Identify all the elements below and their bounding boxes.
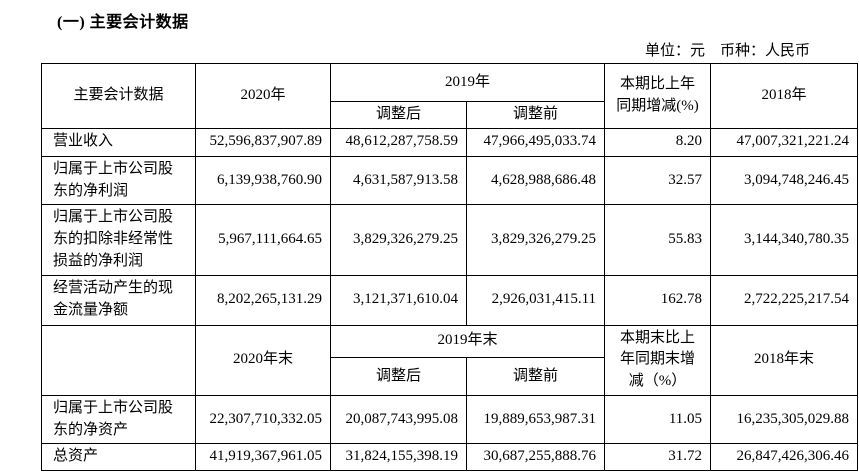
header-2018-end: 2018年末 <box>710 324 859 396</box>
value-2019-adjusted-after: 48,612,287,758.59 <box>330 127 467 157</box>
row-label: 总资产 <box>41 443 196 471</box>
value-change-percent: 11.05 <box>604 394 712 445</box>
table-row-revenue: 营业收入 52,596,837,907.89 48,612,287,758.59… <box>41 127 859 157</box>
value-2018: 47,007,321,221.24 <box>710 127 859 157</box>
value-2018: 3,144,340,780.35 <box>710 204 859 276</box>
header-row-period-end: 2020年末 2019年末 本期末比上 年同期末增 减（%） 2018年末 <box>41 324 859 396</box>
header-2020: 2020年 <box>195 63 331 129</box>
header-2018: 2018年 <box>710 63 859 129</box>
table-row-net-profit: 归属于上市公司股东的净利润 6,139,938,760.90 4,631,587… <box>41 155 859 206</box>
row-label: 营业收入 <box>41 127 196 157</box>
header-change-period-end: 本期末比上 年同期末增 减（%） <box>604 324 712 396</box>
report-page: (一) 主要会计数据 单位：元 币种：人民币 主要会计数据 2020年 2019… <box>0 8 859 475</box>
value-2020: 6,139,938,760.90 <box>195 155 331 206</box>
value-2019-adjusted-after: 4,631,587,913.58 <box>330 155 467 206</box>
section-title: (一) 主要会计数据 <box>57 14 189 31</box>
header-row-period-end-sub: 调整后 调整前 <box>42 357 858 396</box>
value-2019-adjusted-after: 31,824,155,398.19 <box>330 443 467 471</box>
table-row-deducted-net-profit: 归属于上市公司股东的扣除非经常性损益的净利润 5,967,111,664.65 … <box>41 204 859 276</box>
header-end-empty <box>41 324 196 396</box>
value-2020: 5,967,111,664.65 <box>195 204 331 276</box>
accounting-data-table: 主要会计数据 2020年 2019年 本期比上年 同期增减(%) 2018年 调… <box>41 63 859 471</box>
table-row-net-assets: 归属于上市公司股东的净资产 22,307,710,332.05 20,087,7… <box>41 394 859 445</box>
value-2020: 22,307,710,332.05 <box>195 394 331 445</box>
header-main-label: 主要会计数据 <box>41 63 196 129</box>
value-change-percent: 32.57 <box>604 155 712 206</box>
value-2020: 41,919,367,961.05 <box>195 443 331 471</box>
value-2019-adjusted-before: 2,926,031,415.11 <box>465 274 606 326</box>
value-2020: 8,202,265,131.29 <box>195 274 331 326</box>
header-adjusted-after: 调整后 <box>330 101 467 129</box>
unit-note: 单位：元 币种：人民币 <box>644 43 810 59</box>
value-change-percent: 162.78 <box>604 274 712 326</box>
value-2019-adjusted-before: 3,829,326,279.25 <box>465 204 606 276</box>
row-label: 经营活动产生的现金流量净额 <box>41 274 196 326</box>
value-2019-adjusted-before: 47,966,495,033.74 <box>465 127 606 157</box>
value-change-percent: 8.20 <box>604 127 712 157</box>
row-label: 归属于上市公司股东的扣除非经常性损益的净利润 <box>41 204 196 276</box>
value-2020: 52,596,837,907.89 <box>195 127 331 157</box>
table-row-total-assets: 总资产 41,919,367,961.05 31,824,155,398.19 … <box>41 443 859 471</box>
header-2020-end: 2020年末 <box>195 324 331 396</box>
value-2018: 2,722,225,217.54 <box>710 274 859 326</box>
table-row-operating-cash-flow: 经营活动产生的现金流量净额 8,202,265,131.29 3,121,371… <box>41 274 859 326</box>
header-adjusted-before: 调整前 <box>465 101 606 129</box>
header-2019: 2019年 <box>329 63 606 102</box>
value-change-percent: 31.72 <box>604 443 712 471</box>
row-label: 归属于上市公司股东的净资产 <box>41 394 196 445</box>
value-2019-adjusted-before: 4,628,988,686.48 <box>465 155 606 206</box>
header-row-period: 主要会计数据 2020年 2019年 本期比上年 同期增减(%) 2018年 <box>41 63 859 129</box>
value-change-percent: 55.83 <box>604 204 712 276</box>
value-2019-adjusted-after: 3,121,371,610.04 <box>330 274 467 326</box>
value-2019-adjusted-before: 30,687,255,888.76 <box>465 443 606 471</box>
value-2018: 26,847,426,306.46 <box>710 443 859 471</box>
header-end-adjusted-after: 调整后 <box>330 357 467 396</box>
header-2019-end: 2019年末 <box>329 324 606 358</box>
header-change-period: 本期比上年 同期增减(%) <box>604 63 712 129</box>
header-end-adjusted-before: 调整前 <box>465 357 606 396</box>
value-2018: 3,094,748,246.45 <box>710 155 859 206</box>
value-2019-adjusted-after: 20,087,743,995.08 <box>330 394 467 445</box>
value-2019-adjusted-before: 19,889,653,987.31 <box>465 394 606 445</box>
value-2019-adjusted-after: 3,829,326,279.25 <box>330 204 467 276</box>
header-row-period-sub: 调整后 调整前 <box>42 101 858 129</box>
row-label: 归属于上市公司股东的净利润 <box>41 155 196 206</box>
value-2018: 16,235,305,029.88 <box>710 394 859 445</box>
